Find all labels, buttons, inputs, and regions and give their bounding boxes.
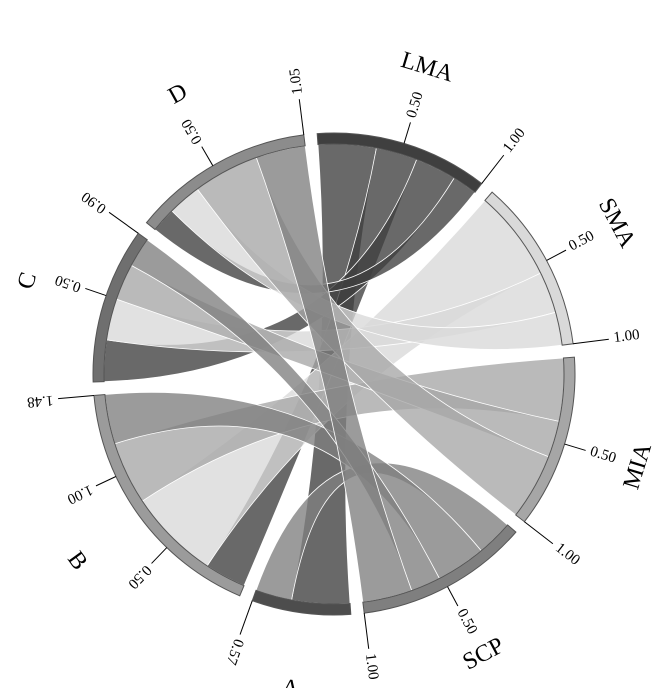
sector-arc-b xyxy=(93,393,245,597)
tick-label-b-2: 1.48 xyxy=(26,392,54,410)
tick-label-b-1: 1.00 xyxy=(65,481,96,507)
sector-label-c: C xyxy=(13,269,43,292)
tick-label-lma-0: 0.50 xyxy=(404,90,427,120)
tick-d-1 xyxy=(298,99,305,135)
tick-label-sma-0: 0.50 xyxy=(566,228,597,254)
sector-arc-lma xyxy=(316,132,483,193)
sector-label-d: D xyxy=(164,79,192,110)
tick-b-0 xyxy=(151,547,168,564)
tick-label-b-0: 0.50 xyxy=(125,562,155,592)
sector-arc-mia xyxy=(515,356,576,523)
sector-arc-a xyxy=(251,589,352,616)
sector-label-sma: SMA xyxy=(593,194,641,253)
tick-b-2 xyxy=(58,394,95,400)
sector-arc-scp xyxy=(362,524,517,614)
tick-scp-0 xyxy=(447,586,459,607)
tick-label-mia-1: 1.00 xyxy=(552,540,583,569)
tick-label-d-0: 0.50 xyxy=(179,116,206,147)
tick-sma-0 xyxy=(546,249,567,261)
tick-label-a-0: 0.57 xyxy=(222,637,246,668)
sector-arc-sma xyxy=(484,191,574,346)
tick-scp-1 xyxy=(363,613,370,649)
tick-lma-1 xyxy=(481,154,505,184)
tick-c-0 xyxy=(85,287,107,297)
sector-arc-c xyxy=(92,232,148,383)
tick-label-sma-1: 1.00 xyxy=(613,327,641,346)
tick-b-1 xyxy=(95,476,117,487)
sector-label-b: B xyxy=(62,547,92,575)
tick-label-scp-0: 0.50 xyxy=(454,606,480,637)
tick-a-0 xyxy=(239,600,253,635)
sector-arc-d xyxy=(145,134,306,231)
tick-label-c-1: 0.90 xyxy=(79,188,110,216)
sector-label-mia: MIA xyxy=(619,440,658,493)
tick-c-1 xyxy=(108,211,139,234)
ribbons-layer xyxy=(103,143,565,605)
tick-label-lma-1: 1.00 xyxy=(500,125,529,156)
tick-label-mia-0: 0.50 xyxy=(588,444,618,467)
tick-mia-1 xyxy=(524,521,554,545)
sector-label-lma: LMA xyxy=(398,47,457,88)
sector-arcs-layer xyxy=(92,132,576,616)
tick-lma-0 xyxy=(403,122,411,144)
tick-label-scp-1: 1.00 xyxy=(362,653,381,681)
sector-label-a: A xyxy=(280,674,301,688)
sector-label-scp: SCP xyxy=(459,633,509,676)
tick-label-c-0: 0.50 xyxy=(53,271,83,295)
tick-mia-0 xyxy=(564,443,586,451)
tick-sma-1 xyxy=(573,338,609,345)
tick-label-d-1: 1.05 xyxy=(287,67,306,95)
tick-d-0 xyxy=(201,146,214,166)
